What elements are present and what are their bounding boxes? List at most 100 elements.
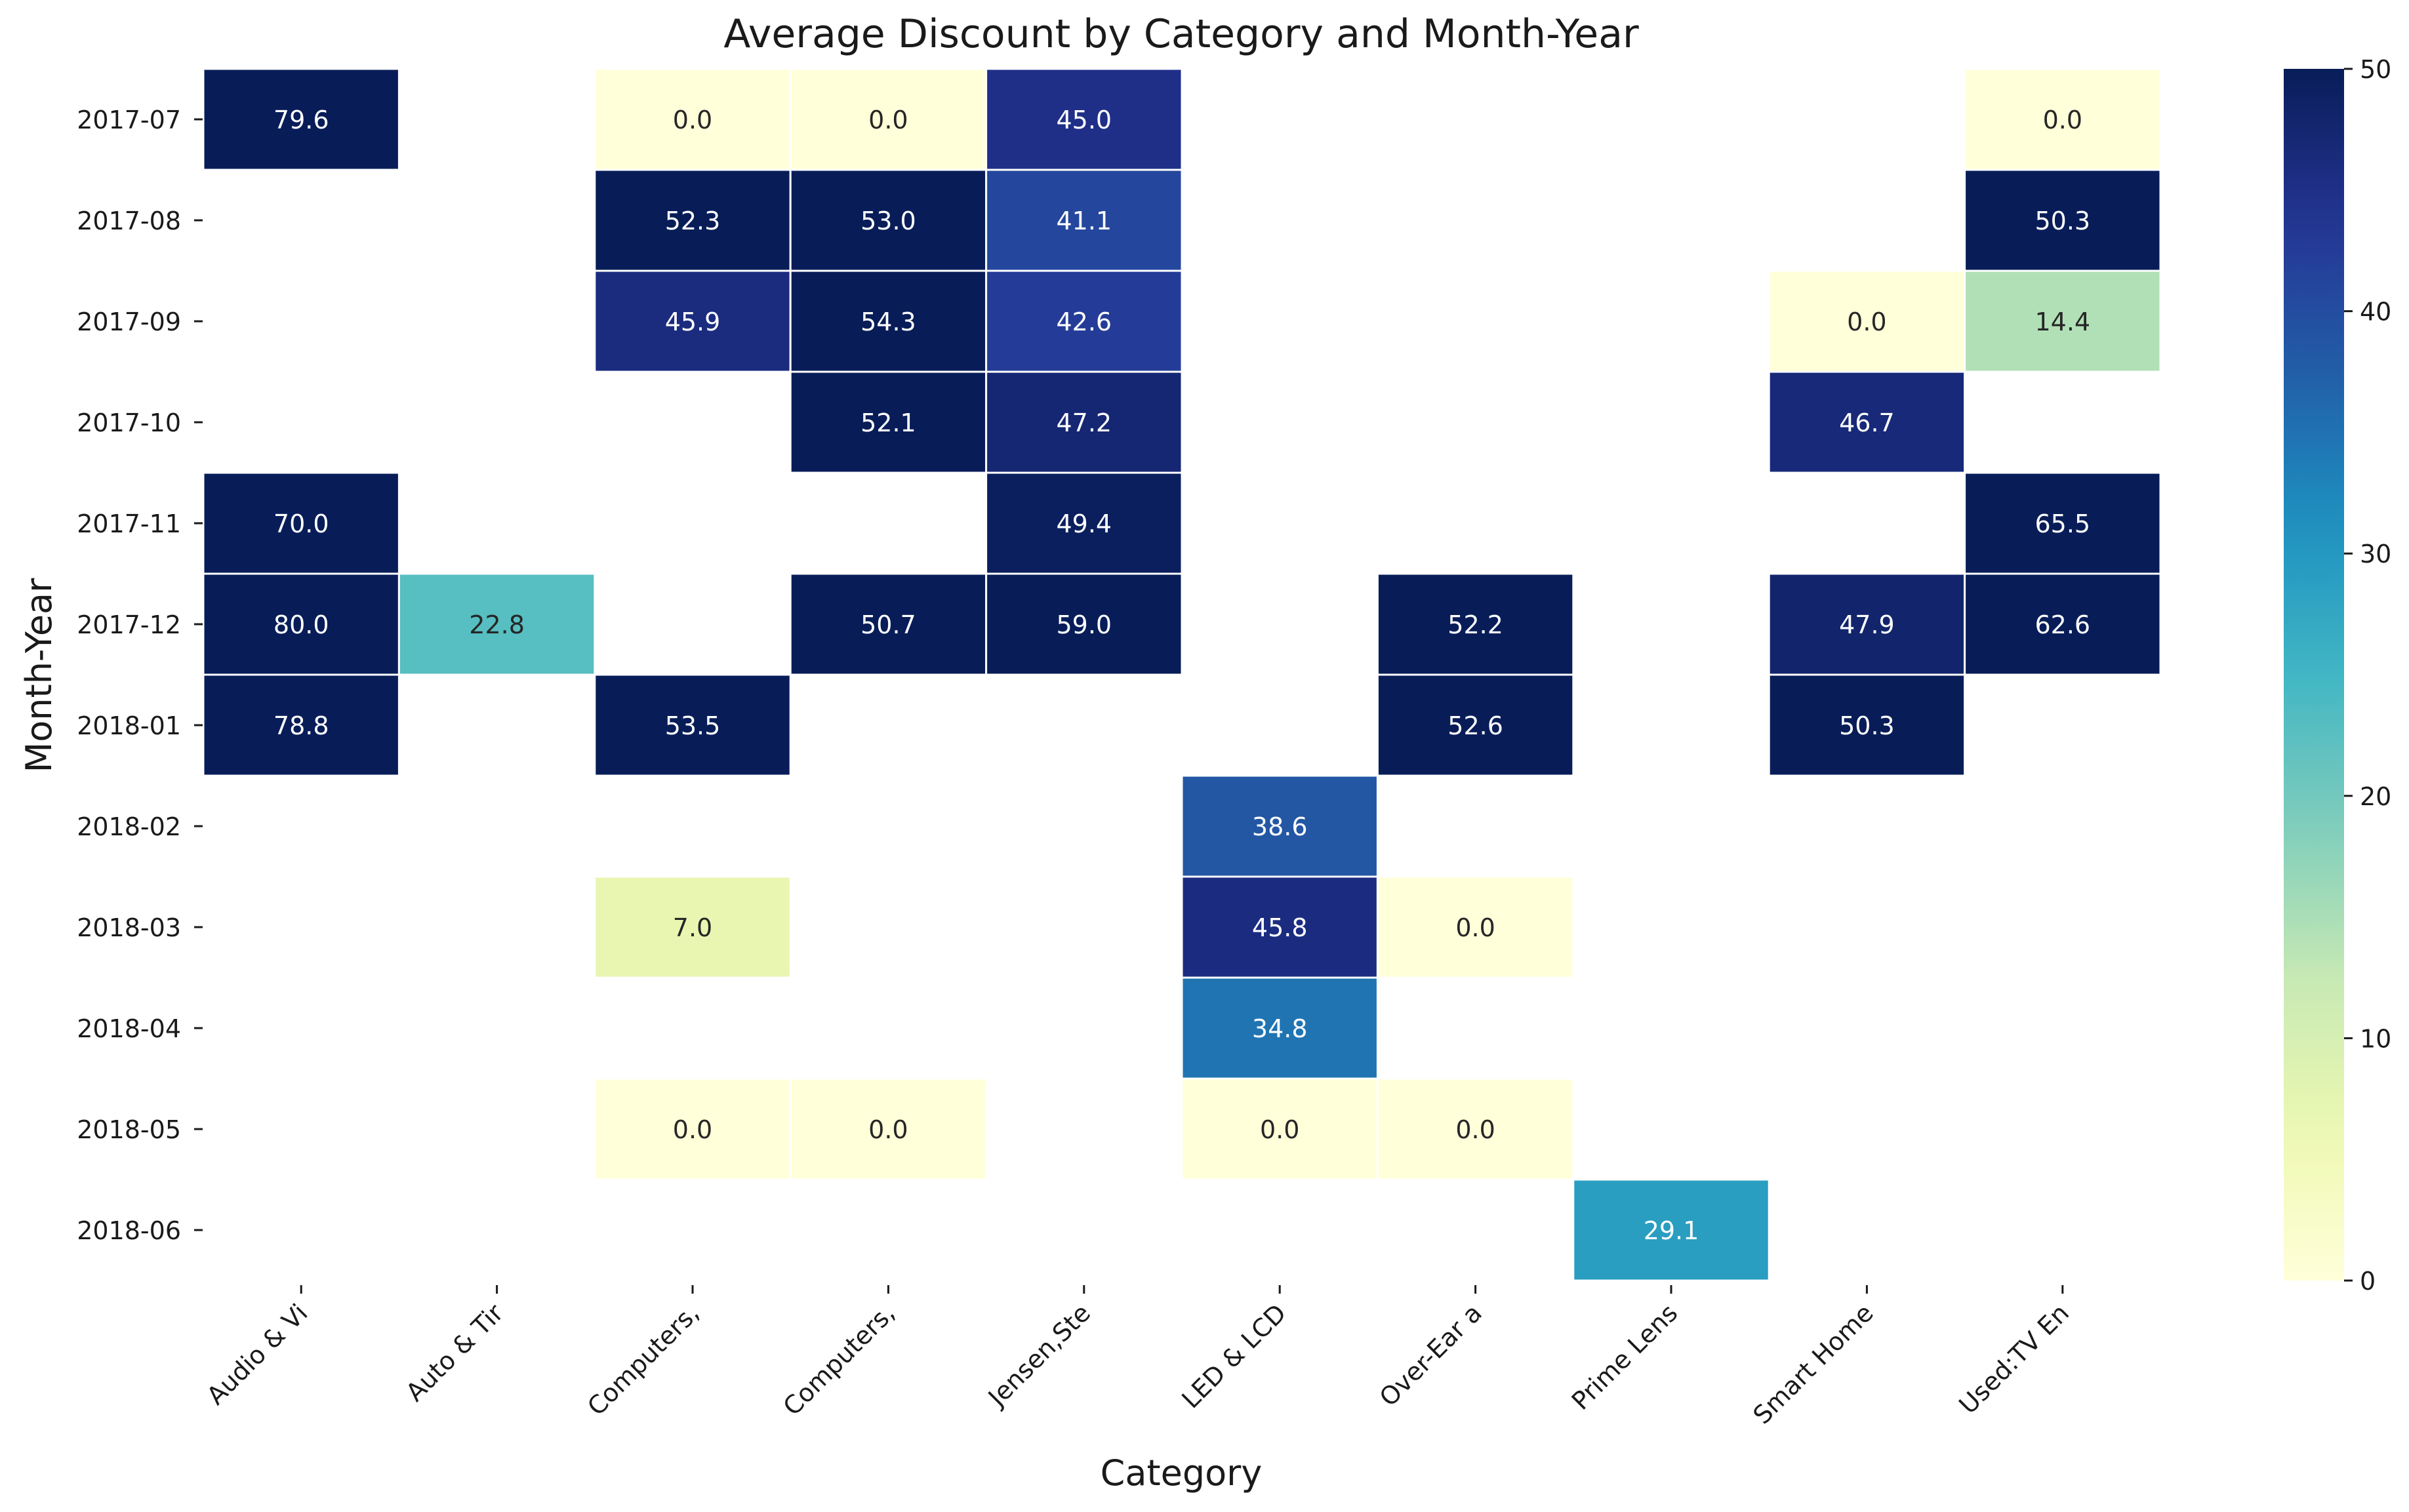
heatmap-cell	[1964, 471, 2162, 575]
heatmap-cell	[594, 169, 792, 272]
heatmap-cell	[985, 269, 1183, 373]
cell-value-label: 62.6	[2034, 610, 2090, 639]
cell-value-label: 7.0	[673, 913, 712, 942]
x-tick-label: Over-Ear a	[1374, 1298, 1488, 1412]
heatmap-cell	[1768, 370, 1966, 474]
cell-value-label: 22.8	[469, 610, 525, 639]
y-tick-label: 2017-07	[77, 106, 181, 134]
heatmap-cell	[985, 572, 1183, 676]
colorbar-tick-label: 20	[2360, 782, 2391, 811]
cell-value-label: 52.2	[1447, 610, 1503, 639]
colorbar-tick-label: 50	[2360, 55, 2391, 84]
cell-value-label: 34.8	[1252, 1014, 1308, 1043]
cell-value-label: 59.0	[1056, 610, 1112, 639]
x-tick-label: Computers,	[778, 1298, 901, 1421]
heatmap-cell	[1376, 1077, 1575, 1181]
x-tick-label: Auto & Tir	[400, 1298, 509, 1407]
cell-value-label: 0.0	[1260, 1115, 1299, 1144]
cell-value-label: 52.6	[1447, 711, 1503, 740]
heatmap-cell	[985, 471, 1183, 575]
x-tick-label: Prime Lens	[1566, 1298, 1684, 1416]
heatmap-cell	[789, 572, 988, 676]
heatmap-cells: 79.6 0.0 0.0 45.0 0.0 52.3 53.0 41.1 50.3 45.9 54.…	[202, 68, 2162, 1282]
cell-value-label: 46.7	[1839, 408, 1895, 437]
heatmap-cell	[1768, 673, 1966, 777]
cell-value-label: 41.1	[1056, 207, 1112, 235]
x-tick-label: Jensen,Ste	[982, 1298, 1096, 1412]
cell-value-label: 53.0	[860, 207, 916, 235]
cell-value-label: 45.0	[1056, 106, 1112, 134]
heatmap-cell	[1376, 673, 1575, 777]
heatmap-cell	[202, 68, 400, 171]
y-axis-ticks: 2017-07 2017-08 2017-09 2017-10 2017-11 2017-…	[77, 106, 203, 1245]
cell-value-label: 45.8	[1252, 913, 1308, 942]
y-tick-label: 2017-10	[77, 408, 181, 437]
y-tick-label: 2017-09	[77, 308, 181, 336]
cell-value-label: 79.6	[273, 106, 329, 134]
cell-value-label: 29.1	[1644, 1216, 1699, 1245]
heatmap-cell	[202, 572, 400, 676]
heatmap-cell	[594, 68, 792, 171]
heatmap-cell	[594, 673, 792, 777]
y-tick-label: 2018-01	[77, 711, 181, 740]
heatmap-cell	[789, 1077, 988, 1181]
heatmap-cell	[397, 572, 596, 676]
x-axis-label: Category	[1101, 1452, 1263, 1494]
heatmap-cell	[985, 169, 1183, 272]
heatmap-cell	[1964, 269, 2162, 373]
cell-value-label: 0.0	[673, 1115, 712, 1144]
cell-value-label: 0.0	[1847, 308, 1886, 336]
cell-value-label: 0.0	[868, 1115, 908, 1144]
heatmap-cell	[1376, 572, 1575, 676]
colorbar: 0 10 20 30 40 50	[2284, 55, 2391, 1296]
cell-value-label: 52.3	[665, 207, 721, 235]
colorbar-tick-label: 40	[2360, 298, 2391, 327]
x-tick-label: Smart Home	[1747, 1298, 1878, 1429]
cell-value-label: 0.0	[1455, 1115, 1495, 1144]
chart-title: Average Discount by Category and Month-Y…	[723, 11, 1639, 57]
heatmap-cell	[1181, 1077, 1379, 1181]
colorbar-tick-label: 30	[2360, 540, 2391, 568]
y-tick-label: 2017-08	[77, 207, 181, 235]
y-tick-label: 2018-05	[77, 1115, 181, 1144]
cell-value-label: 38.6	[1252, 812, 1308, 841]
x-tick-label: Computers,	[582, 1298, 704, 1421]
cell-value-label: 0.0	[2043, 106, 2082, 134]
cell-value-label: 65.5	[2034, 509, 2090, 538]
y-tick-label: 2017-11	[77, 509, 181, 538]
cell-value-label: 49.4	[1056, 509, 1112, 538]
heatmap-cell	[594, 269, 792, 373]
colorbar-tick-label: 0	[2360, 1267, 2376, 1296]
cell-value-label: 14.4	[2034, 308, 2090, 336]
heatmap-cell	[202, 673, 400, 777]
cell-value-label: 50.3	[1839, 711, 1895, 740]
cell-value-label: 54.3	[860, 308, 916, 336]
y-tick-label: 2017-12	[77, 610, 181, 639]
cell-value-label: 52.1	[860, 408, 916, 437]
cell-value-label: 78.8	[273, 711, 329, 740]
cell-value-label: 0.0	[868, 106, 908, 134]
heatmap-cell	[985, 370, 1183, 474]
heatmap-cell	[1572, 1178, 1770, 1282]
y-tick-label: 2018-02	[77, 812, 181, 841]
colorbar-gradient	[2284, 69, 2344, 1281]
cell-value-label: 70.0	[273, 509, 329, 538]
x-tick-label: Used:TV En	[1953, 1298, 2075, 1420]
y-tick-label: 2018-06	[77, 1216, 181, 1245]
y-tick-label: 2018-04	[77, 1014, 181, 1043]
cell-value-label: 0.0	[673, 106, 712, 134]
heatmap-cell	[1376, 875, 1575, 979]
y-tick-label: 2018-03	[77, 913, 181, 942]
cell-value-label: 0.0	[1455, 913, 1495, 942]
cell-value-label: 47.9	[1839, 610, 1895, 639]
x-tick-label: LED & LCD	[1176, 1298, 1291, 1414]
heatmap-cell	[985, 68, 1183, 171]
heatmap-cell	[594, 875, 792, 979]
cell-value-label: 53.5	[665, 711, 721, 740]
heatmap-cell	[202, 471, 400, 575]
heatmap-cell	[594, 1077, 792, 1181]
y-axis-label: Month-Year	[18, 578, 60, 772]
cell-value-label: 47.2	[1056, 408, 1112, 437]
